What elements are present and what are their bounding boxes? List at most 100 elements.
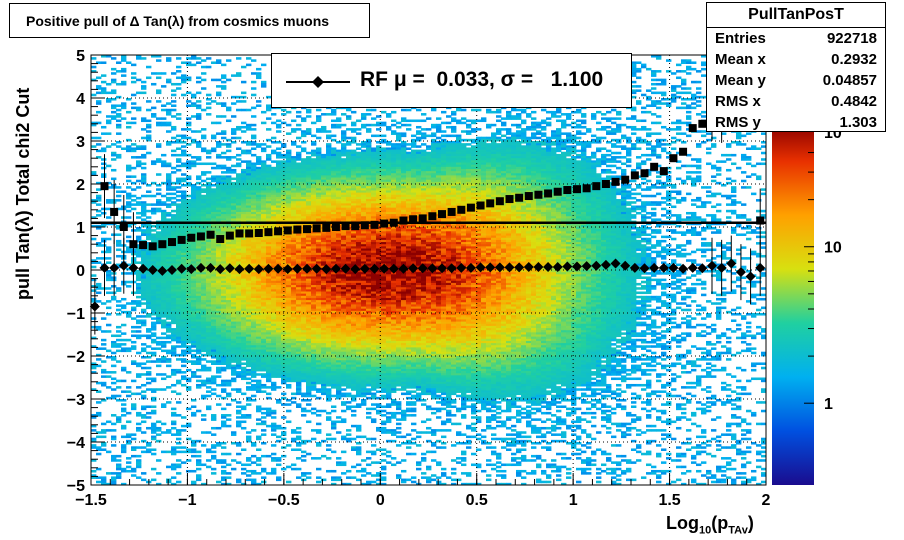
heatmap-cell xyxy=(276,259,282,262)
heatmap-cell xyxy=(291,448,297,451)
heatmap-cell xyxy=(226,418,232,421)
heatmap-cell xyxy=(216,141,222,144)
heatmap-cell xyxy=(166,265,172,269)
heatmap-cell xyxy=(171,349,177,353)
heatmap-cell xyxy=(276,207,282,211)
heatmap-cell xyxy=(316,201,322,204)
heatmap-cell xyxy=(211,244,217,247)
heatmap-cell xyxy=(261,214,267,217)
heatmap-cell xyxy=(271,459,277,462)
heatmap-cell xyxy=(121,347,127,350)
heatmap-cell xyxy=(216,461,222,464)
heatmap-cell xyxy=(216,323,222,327)
heatmap-cell xyxy=(181,429,187,432)
heatmap-cell xyxy=(306,289,312,292)
heatmap-cell xyxy=(141,334,147,338)
heatmap-cell xyxy=(161,229,167,232)
heatmap-cell xyxy=(226,108,232,112)
heatmap-cell xyxy=(271,231,277,234)
heatmap-cell xyxy=(301,308,307,312)
heatmap-cell xyxy=(176,211,182,215)
heatmap-cell xyxy=(226,315,232,318)
heatmap-cell xyxy=(266,166,272,170)
heatmap-cell xyxy=(211,136,217,140)
heatmap-cell xyxy=(161,211,167,215)
heatmap-cell xyxy=(266,184,272,187)
heatmap-cell xyxy=(266,242,272,245)
heatmap-cell xyxy=(186,388,192,391)
heatmap-cell xyxy=(171,448,177,451)
heatmap-cell xyxy=(256,289,262,292)
heatmap-cell xyxy=(126,192,132,196)
heatmap-cell xyxy=(296,192,302,196)
heatmap-cell xyxy=(201,244,207,247)
heatmap-cell xyxy=(306,168,312,172)
heatmap-cell xyxy=(131,467,137,471)
heatmap-cell xyxy=(286,368,292,372)
heatmap-cell xyxy=(241,319,247,322)
heatmap-cell xyxy=(136,362,142,365)
heatmap-cell xyxy=(161,289,167,292)
heatmap-cell xyxy=(231,248,237,252)
heatmap-cell xyxy=(196,304,202,307)
heatmap-cell xyxy=(261,175,267,178)
heatmap-cell xyxy=(176,82,182,86)
heatmap-cell xyxy=(151,276,157,279)
heatmap-cell xyxy=(306,306,312,310)
heatmap-cell xyxy=(181,293,187,297)
heatmap-cell xyxy=(156,59,162,62)
heatmap-cell xyxy=(291,366,297,370)
heatmap-cell xyxy=(256,171,262,174)
heatmap-cell xyxy=(206,244,212,247)
heatmap-cell xyxy=(306,345,312,348)
heatmap-cell xyxy=(241,278,247,282)
heatmap-cell xyxy=(216,115,222,118)
heatmap-cell xyxy=(191,293,197,297)
heatmap-cell xyxy=(296,250,302,254)
heatmap-cell xyxy=(316,381,322,385)
heatmap-cell xyxy=(191,259,197,262)
heatmap-cell xyxy=(166,293,172,297)
heatmap-cell xyxy=(166,330,172,333)
heatmap-cell xyxy=(116,207,122,211)
heatmap-cell xyxy=(316,248,322,252)
heatmap-cell xyxy=(266,188,272,191)
heatmap-cell xyxy=(216,179,222,183)
heatmap-cell xyxy=(241,304,247,307)
heatmap-cell xyxy=(221,184,227,187)
heatmap-cell xyxy=(91,429,97,432)
heatmap-cell xyxy=(316,297,322,301)
heatmap-cell xyxy=(101,239,107,243)
heatmap-cell xyxy=(111,177,117,181)
heatmap-cell xyxy=(276,205,282,209)
heatmap-cell xyxy=(111,358,117,361)
heatmap-cell xyxy=(226,59,232,62)
heatmap-cell xyxy=(296,390,302,393)
heatmap-cell xyxy=(221,252,227,256)
heatmap-cell xyxy=(306,375,312,378)
heatmap-cell xyxy=(271,261,277,264)
heatmap-cell xyxy=(191,222,197,226)
heatmap-cell xyxy=(111,476,117,479)
heatmap-cell xyxy=(131,106,137,110)
heatmap-cell xyxy=(286,343,292,346)
heatmap-cell xyxy=(161,214,167,217)
heatmap-cell xyxy=(141,282,147,286)
heatmap-cell xyxy=(296,151,302,155)
heatmap-cell xyxy=(181,201,187,204)
heatmap-cell xyxy=(201,108,207,112)
heatmap-cell xyxy=(226,257,232,260)
heatmap-cell xyxy=(186,242,192,245)
heatmap-cell xyxy=(171,330,177,333)
heatmap-cell xyxy=(271,371,277,374)
heatmap-cell xyxy=(171,248,177,252)
heatmap-cell xyxy=(316,480,322,484)
heatmap-cell xyxy=(196,106,202,110)
heatmap-cell xyxy=(176,323,182,327)
heatmap-cell xyxy=(251,330,257,333)
heatmap-cell xyxy=(201,209,207,213)
heatmap-cell xyxy=(196,100,202,103)
heatmap-cell xyxy=(171,224,177,228)
heatmap-cell xyxy=(296,319,302,322)
heatmap-cell xyxy=(141,289,147,292)
